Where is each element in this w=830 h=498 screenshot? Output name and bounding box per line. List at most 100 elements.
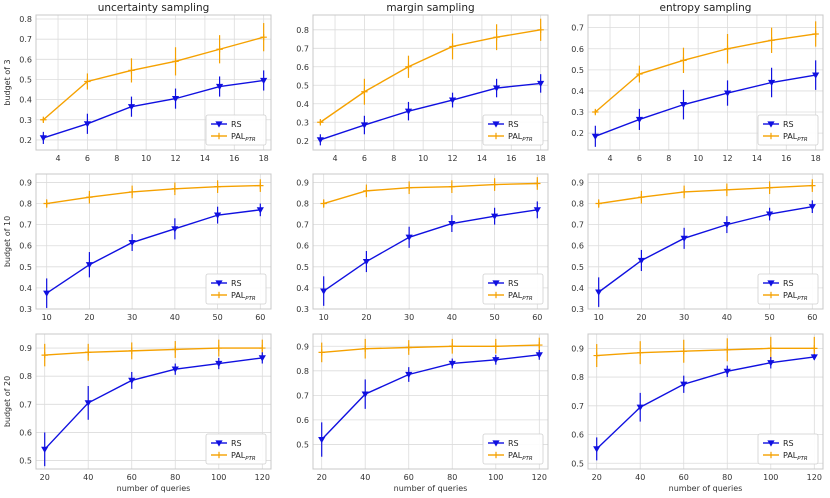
xtick-label: 6 xyxy=(637,154,642,163)
subplot-1-1: 0.2 0.3 0.4 0.5 0.6 0.7 0.8 4 6 8 10 12 14 16 18 uncert… xyxy=(3,2,272,163)
legend-marker-rs xyxy=(767,121,775,128)
xtick-label: 8 xyxy=(391,154,396,163)
series-line xyxy=(596,356,815,450)
xtick-label: 14 xyxy=(752,154,762,163)
data-point xyxy=(810,354,818,361)
xtick-label: 12 xyxy=(447,154,457,163)
xtick-label: 20 xyxy=(592,473,602,482)
subplot-3-3: 0.5 0.6 0.7 0.8 0.9 20 40 60 80 100 120 number of q… xyxy=(571,333,824,493)
ytick-label: 0.5 xyxy=(571,459,584,468)
xtick-label: 100 xyxy=(763,473,778,482)
ytick-label: 0.8 xyxy=(571,200,584,209)
ytick-label: 0.5 xyxy=(296,440,309,449)
data-point xyxy=(128,188,136,196)
ytick-label: 0.9 xyxy=(296,342,309,351)
data-point xyxy=(128,347,135,355)
ytick-label: 0.8 xyxy=(19,15,32,24)
xtick-label: 8 xyxy=(114,154,119,163)
series-line xyxy=(44,357,263,450)
data-point xyxy=(449,43,456,50)
legend-marker-rs xyxy=(767,280,775,287)
series-pal-ptr xyxy=(595,179,816,208)
data-point xyxy=(43,290,51,297)
data-point xyxy=(812,72,820,79)
xtick-label: 50 xyxy=(212,313,222,322)
legend-label-pal: PALPTR xyxy=(508,291,533,302)
series-line xyxy=(598,206,813,293)
x-axis-label: number of queries xyxy=(394,484,468,493)
ytick-label: 0.7 xyxy=(571,24,584,33)
x-axis-label: number of queries xyxy=(117,484,191,493)
xtick-label: 10 xyxy=(693,154,703,163)
data-point xyxy=(449,343,456,350)
series-line xyxy=(321,344,540,354)
xtick-label: 80 xyxy=(722,473,732,482)
data-point xyxy=(171,96,180,103)
legend-marker-rs xyxy=(492,440,500,447)
series-line xyxy=(598,184,813,205)
xtick-label: 40 xyxy=(447,313,457,322)
ytick-label: 0.8 xyxy=(19,372,32,381)
legend-marker-rs xyxy=(492,121,500,128)
data-point xyxy=(679,102,688,109)
series-line xyxy=(321,354,540,441)
data-point xyxy=(593,352,600,359)
data-point xyxy=(637,257,646,265)
data-point xyxy=(593,446,601,453)
data-point xyxy=(85,262,94,269)
legend-label-pal-subscript: PTR xyxy=(245,456,256,462)
legend: RS PALPTR xyxy=(757,273,819,305)
legend: RS PALPTR xyxy=(205,433,267,465)
data-point xyxy=(537,26,544,33)
ytick-label: 0.5 xyxy=(571,263,584,272)
legend-label-rs: RS xyxy=(508,439,519,448)
ytick-label: 0.6 xyxy=(571,242,584,251)
series-rs xyxy=(41,352,266,467)
data-point xyxy=(595,200,602,207)
data-point xyxy=(360,122,369,129)
legend-label-rs: RS xyxy=(783,120,794,129)
data-point xyxy=(317,119,324,126)
data-point xyxy=(320,200,327,207)
data-point xyxy=(491,181,498,188)
xtick-label: 18 xyxy=(811,154,821,163)
data-point xyxy=(592,108,599,116)
plot-frame xyxy=(35,173,272,310)
ytick-label: 0.4 xyxy=(571,284,584,293)
ytick-label: 0.7 xyxy=(19,400,32,409)
legend-label-pal-subscript: PTR xyxy=(797,456,808,462)
ytick-label: 0.6 xyxy=(296,416,309,425)
plot-frame xyxy=(312,333,549,470)
data-point xyxy=(84,78,91,85)
plot-frame xyxy=(587,173,824,310)
ytick-label: 0.5 xyxy=(571,66,584,75)
xtick-label: 40 xyxy=(360,473,370,482)
data-point xyxy=(492,343,499,350)
legend-label-pal-subscript: PTR xyxy=(797,296,808,302)
ytick-label: 0.3 xyxy=(19,305,32,314)
plot-frame xyxy=(312,14,549,151)
legend-marker-rs xyxy=(215,121,223,128)
ytick-label: 0.9 xyxy=(296,178,309,187)
data-point xyxy=(680,57,687,64)
ytick-label: 0.7 xyxy=(19,221,32,230)
xtick-label: 6 xyxy=(362,154,367,163)
data-point xyxy=(83,121,92,128)
legend-label-rs: RS xyxy=(231,439,242,448)
series-line xyxy=(323,209,538,292)
legend-label-rs: RS xyxy=(783,279,794,288)
data-point xyxy=(362,258,371,266)
series-rs xyxy=(318,349,543,457)
data-point xyxy=(812,30,819,38)
plot-frame xyxy=(35,333,272,470)
data-point xyxy=(811,345,818,352)
subplot-1-3: 0.2 0.3 0.4 0.5 0.6 0.7 4 6 8 10 12 14 16 18 entropy s… xyxy=(571,2,824,163)
data-point xyxy=(215,83,224,91)
xtick-label: 60 xyxy=(127,473,137,482)
data-point xyxy=(536,341,543,349)
xtick-label: 40 xyxy=(722,313,732,322)
xtick-label: 50 xyxy=(489,313,499,322)
data-point xyxy=(724,45,731,52)
ytick-label: 0.4 xyxy=(571,87,584,96)
